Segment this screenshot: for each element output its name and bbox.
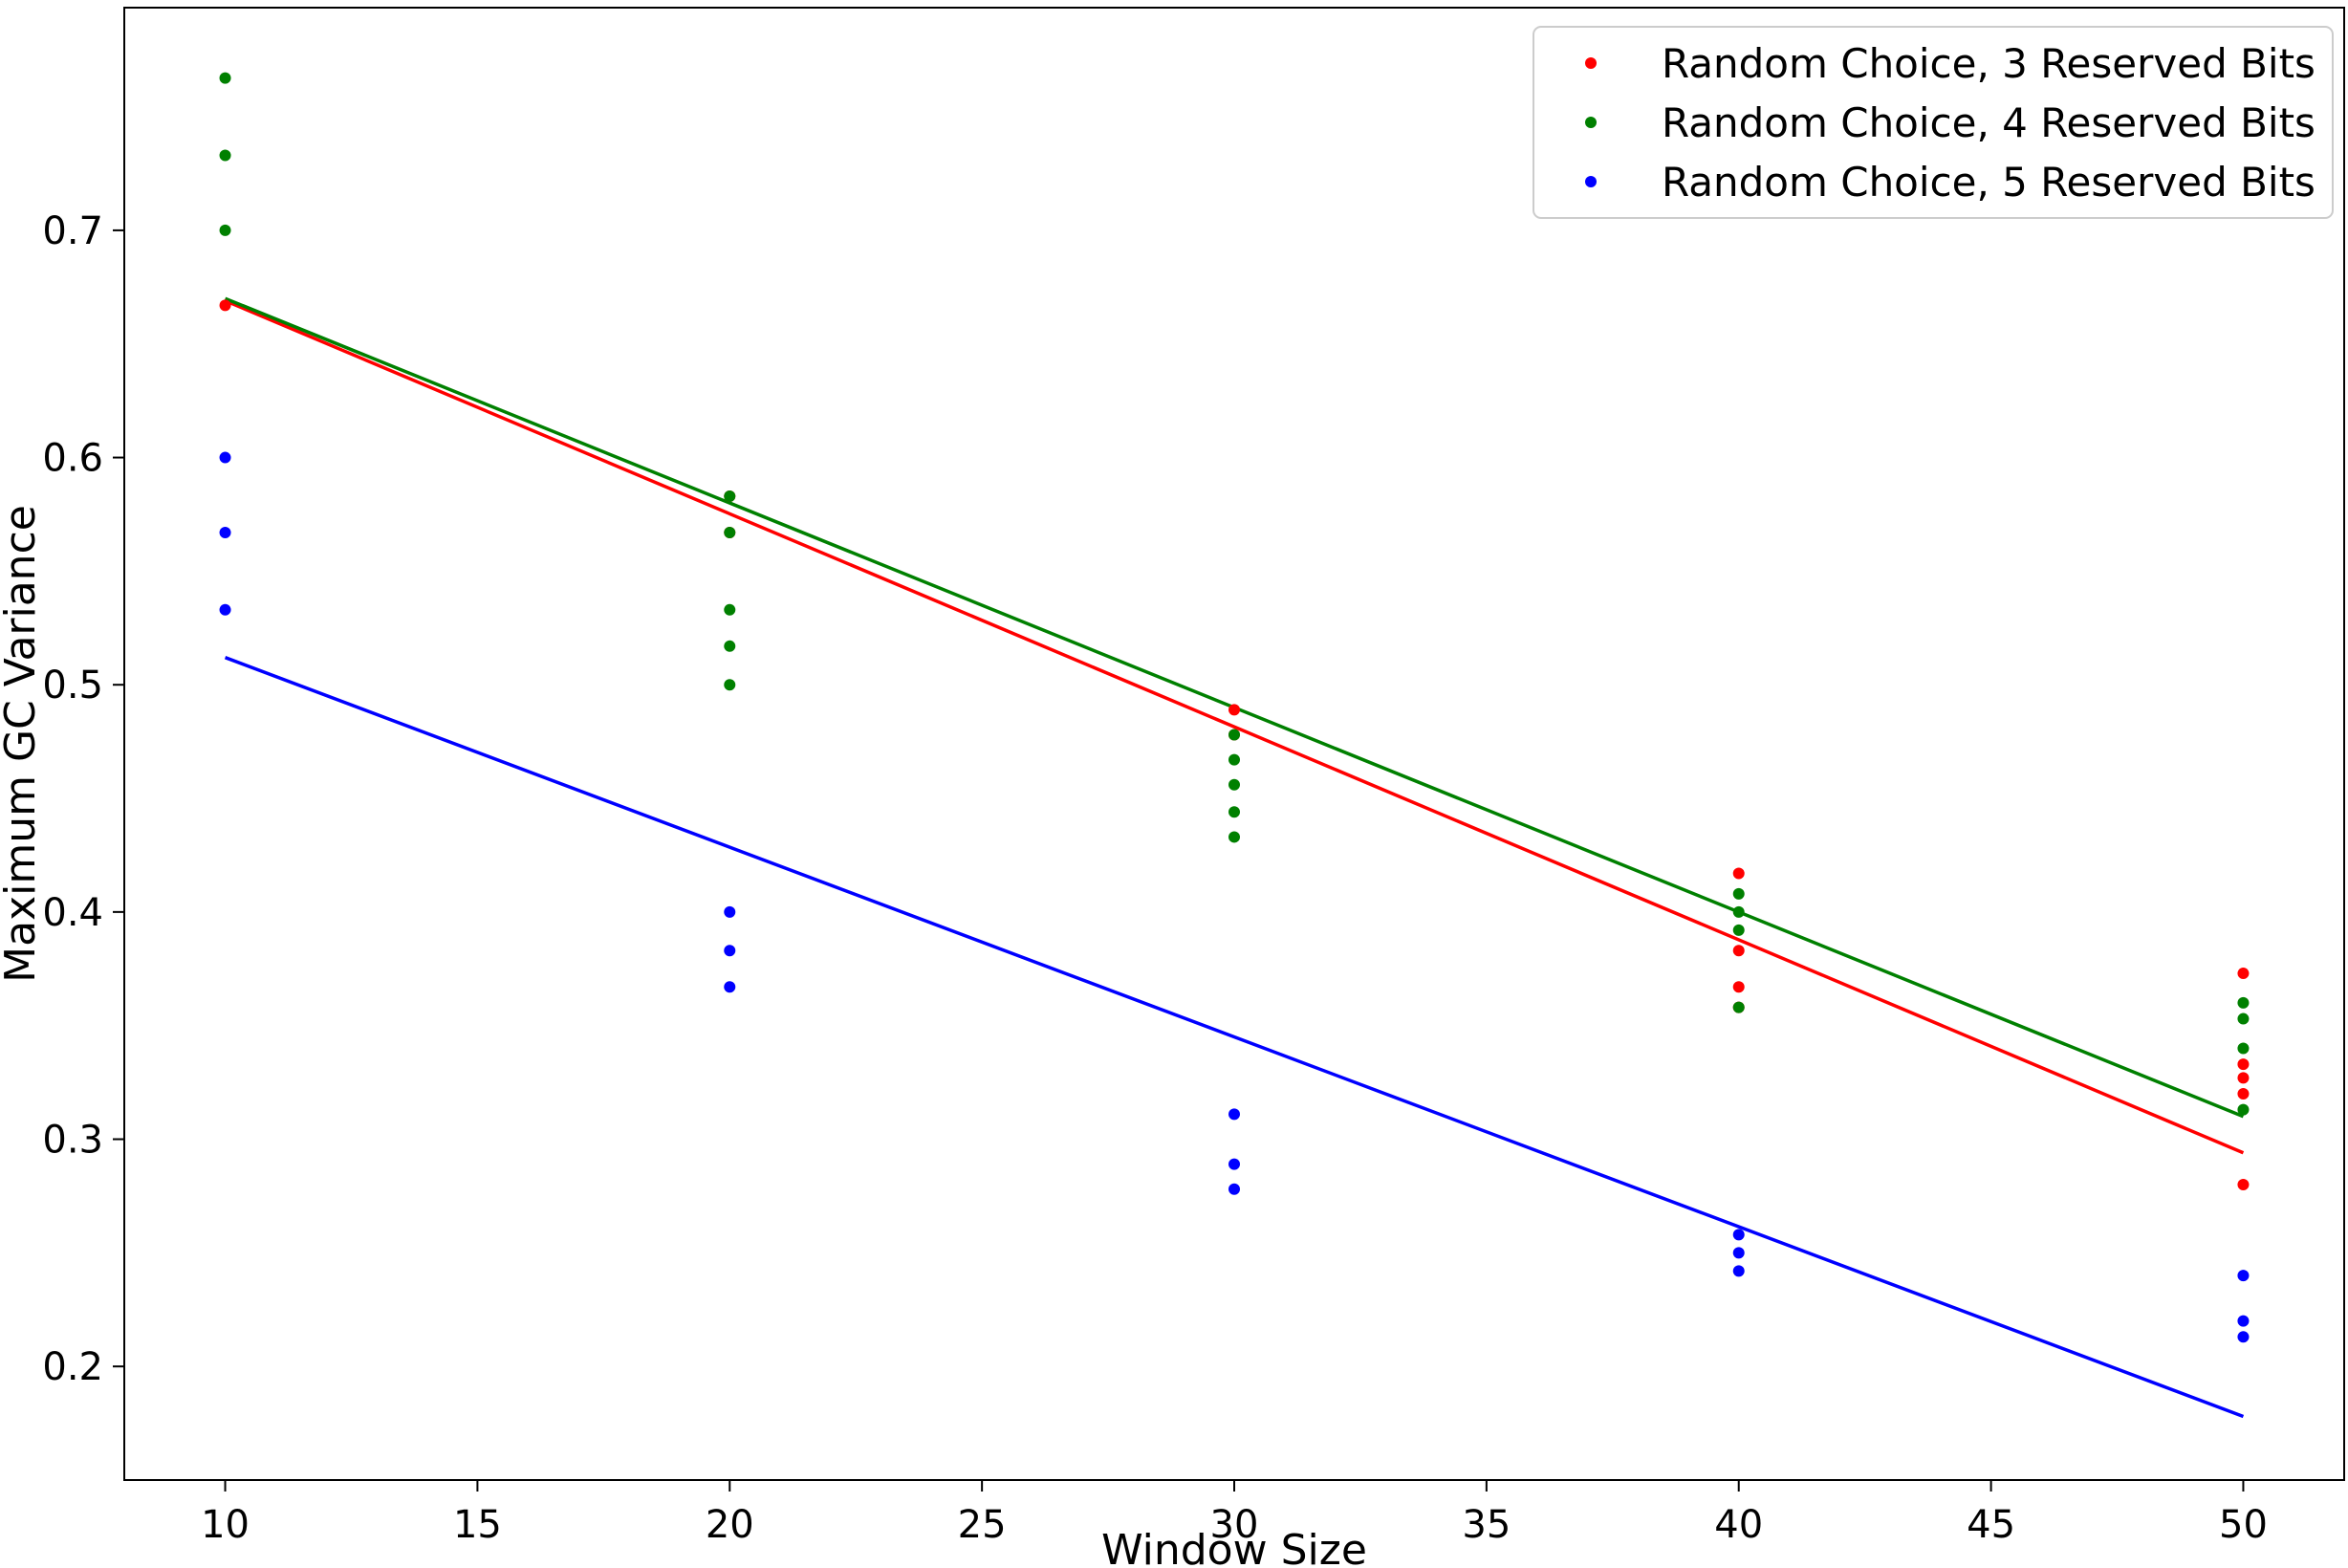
- data-point: [1228, 1108, 1240, 1121]
- data-point: [1732, 1265, 1745, 1277]
- data-point: [2237, 1087, 2250, 1100]
- data-point: [724, 603, 736, 616]
- data-point: [1228, 1183, 1240, 1195]
- data-point: [2237, 1270, 2250, 1282]
- y-axis: 0.2 0.3 0.4 0.5 0.6 0.7: [42, 209, 124, 1389]
- trend-line: [224, 656, 2245, 1419]
- data-point: [1732, 945, 1745, 957]
- data-point: [2237, 1103, 2250, 1116]
- y-tick-label: 0.2: [42, 1345, 103, 1389]
- data-points: [219, 72, 2250, 1343]
- legend: Random Choice, 3 Reserved Bits Random Cho…: [1533, 26, 2334, 219]
- data-point: [724, 490, 736, 502]
- x-tick-label: 15: [453, 1503, 502, 1547]
- data-point: [1228, 778, 1240, 791]
- legend-label: Random Choice, 4 Reserved Bits: [1662, 99, 2315, 146]
- data-point: [1228, 831, 1240, 843]
- y-tick-label: 0.3: [42, 1119, 103, 1163]
- y-tick-label: 0.4: [42, 891, 103, 935]
- data-point: [724, 981, 736, 993]
- data-point: [1732, 924, 1745, 936]
- data-point: [219, 72, 231, 84]
- data-point: [1732, 981, 1745, 993]
- data-point: [2237, 1042, 2250, 1055]
- data-point: [1228, 1158, 1240, 1170]
- data-point: [1732, 1001, 1745, 1013]
- data-point: [219, 224, 231, 236]
- data-point: [219, 149, 231, 162]
- data-point: [1228, 704, 1240, 716]
- data-point: [1732, 905, 1745, 918]
- legend-marker: [1585, 117, 1597, 128]
- x-tick-label: 30: [1210, 1503, 1259, 1547]
- y-tick-label: 0.7: [42, 209, 103, 253]
- data-point: [2237, 1058, 2250, 1071]
- data-point: [1228, 806, 1240, 818]
- trend-line: [224, 298, 2245, 1155]
- data-point: [2237, 1315, 2250, 1327]
- data-point: [1228, 753, 1240, 766]
- y-axis-label: Maximum GC Variance: [0, 505, 45, 983]
- data-point: [1732, 867, 1745, 880]
- data-point: [219, 603, 231, 616]
- x-tick-label: 35: [1462, 1503, 1511, 1547]
- legend-label: Random Choice, 5 Reserved Bits: [1662, 159, 2315, 206]
- data-point: [2237, 1072, 2250, 1084]
- x-tick-label: 20: [706, 1503, 754, 1547]
- data-point: [2237, 996, 2250, 1009]
- data-point: [724, 905, 736, 918]
- legend-label: Random Choice, 3 Reserved Bits: [1662, 40, 2315, 87]
- data-point: [724, 945, 736, 957]
- data-point: [219, 526, 231, 538]
- data-point: [219, 299, 231, 312]
- legend-marker: [1585, 176, 1597, 187]
- data-point: [724, 526, 736, 538]
- data-point: [1732, 1229, 1745, 1241]
- x-tick-label: 10: [201, 1503, 250, 1547]
- legend-marker: [1585, 57, 1597, 69]
- data-point: [2237, 1013, 2250, 1025]
- data-point: [219, 451, 231, 464]
- y-tick-label: 0.6: [42, 437, 103, 481]
- data-point: [1228, 729, 1240, 741]
- x-axis-label: Window Size: [1101, 1526, 1367, 1568]
- x-tick-label: 40: [1714, 1503, 1763, 1547]
- x-axis: 10 15 20 25 30 35 40 45 50: [201, 1480, 2268, 1547]
- data-point: [724, 679, 736, 691]
- data-point: [724, 640, 736, 652]
- x-tick-label: 50: [2219, 1503, 2268, 1547]
- legend-box: [1533, 26, 2334, 219]
- data-point: [2237, 1331, 2250, 1343]
- x-tick-label: 25: [958, 1503, 1007, 1547]
- data-point: [1732, 887, 1745, 900]
- data-point: [2237, 968, 2250, 980]
- data-point: [2237, 1179, 2250, 1191]
- x-tick-label: 45: [1967, 1503, 2015, 1547]
- data-point: [1732, 1247, 1745, 1259]
- y-tick-label: 0.5: [42, 664, 103, 708]
